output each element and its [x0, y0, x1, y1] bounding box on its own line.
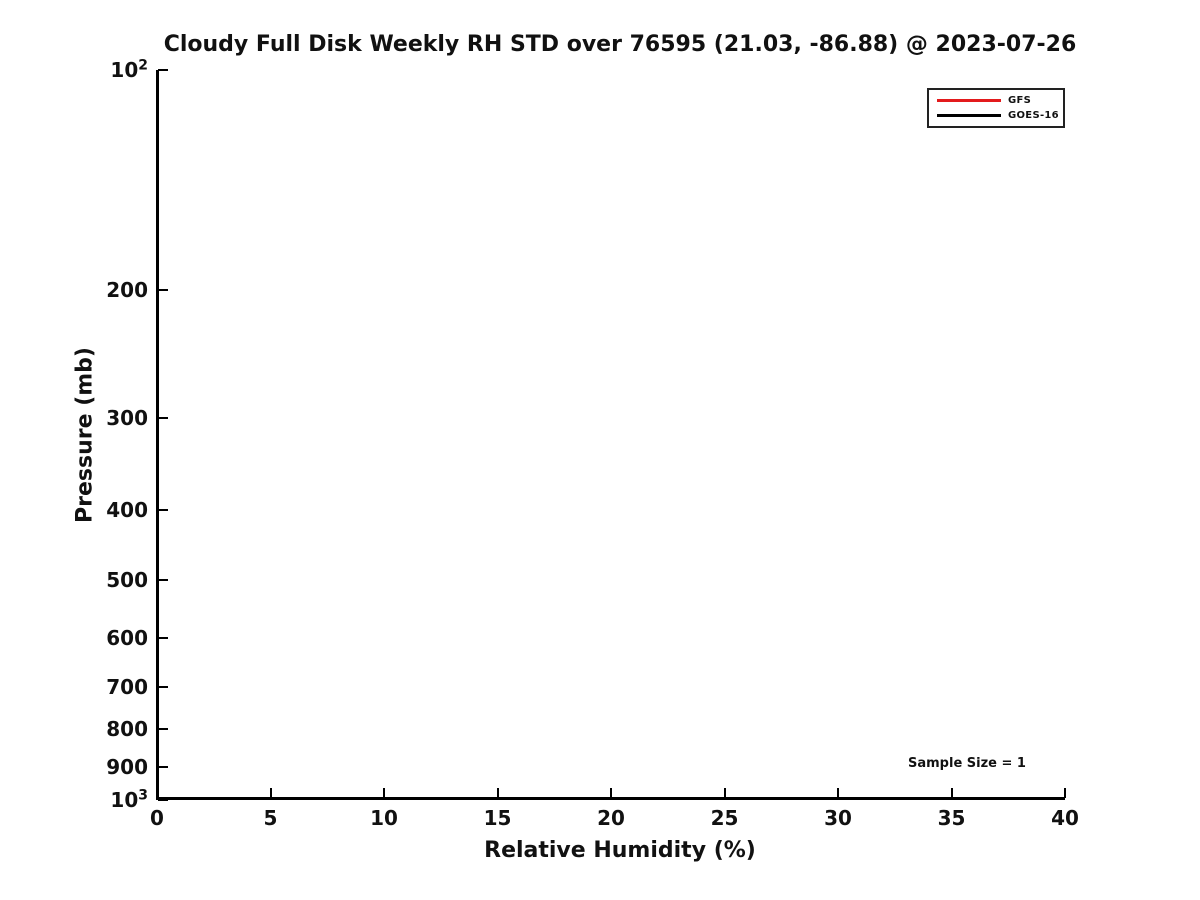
y-tick [158, 417, 168, 420]
x-tick-label: 15 [483, 806, 512, 830]
y-axis-label: Pressure (mb) [72, 347, 98, 523]
x-tick-label: 10 [370, 806, 398, 830]
y-tick [158, 508, 168, 511]
y-tick [158, 799, 168, 801]
y-tick-label: 400 [106, 497, 148, 522]
y-tick-label: 700 [106, 674, 148, 699]
y-tick-label: 500 [106, 568, 148, 593]
x-tick-label: 5 [263, 806, 278, 830]
y-tick-label: 103 [110, 787, 148, 812]
x-tick [269, 788, 272, 798]
x-tick-label: 35 [937, 806, 966, 830]
chart-title: Cloudy Full Disk Weekly RH STD over 7659… [163, 32, 1077, 57]
y-tick [158, 288, 168, 291]
x-tick [496, 788, 499, 798]
x-tick-label: 20 [597, 806, 625, 830]
legend: GFS GOES-16 [927, 88, 1065, 128]
legend-line-swatch [937, 99, 1001, 102]
y-tick-label: 600 [106, 626, 148, 651]
x-axis-label: Relative Humidity (%) [484, 838, 756, 863]
x-tick [950, 788, 953, 798]
legend-entry: GOES-16 [937, 109, 1059, 122]
y-tick-label: 300 [106, 406, 148, 431]
y-tick [158, 765, 168, 768]
x-tick [383, 788, 385, 798]
x-tick [1064, 788, 1066, 798]
x-tick [837, 788, 839, 798]
y-tick-label: 900 [106, 754, 148, 779]
sample-size-annotation: Sample Size = 1 [908, 756, 1026, 771]
plot-area [156, 70, 1065, 800]
x-tick [156, 788, 158, 798]
y-tick [158, 637, 168, 640]
x-tick [610, 788, 612, 798]
y-tick [158, 69, 168, 71]
x-tick-label: 40 [1051, 806, 1079, 830]
legend-entry-label: GOES-16 [1008, 110, 1059, 121]
x-tick-label: 25 [710, 806, 739, 830]
legend-entry: GFS [937, 94, 1055, 107]
x-tick-label: 0 [150, 806, 164, 830]
y-tick [158, 685, 168, 688]
y-tick-label: 800 [106, 717, 148, 742]
y-tick [158, 728, 168, 731]
legend-entry-label: GFS [1008, 95, 1032, 106]
y-tick-label: 200 [106, 277, 148, 302]
y-tick-label: 102 [110, 57, 148, 82]
y-tick [158, 579, 168, 582]
x-tick-label: 30 [824, 806, 852, 830]
x-tick [723, 788, 726, 798]
legend-line-swatch [937, 114, 1001, 117]
